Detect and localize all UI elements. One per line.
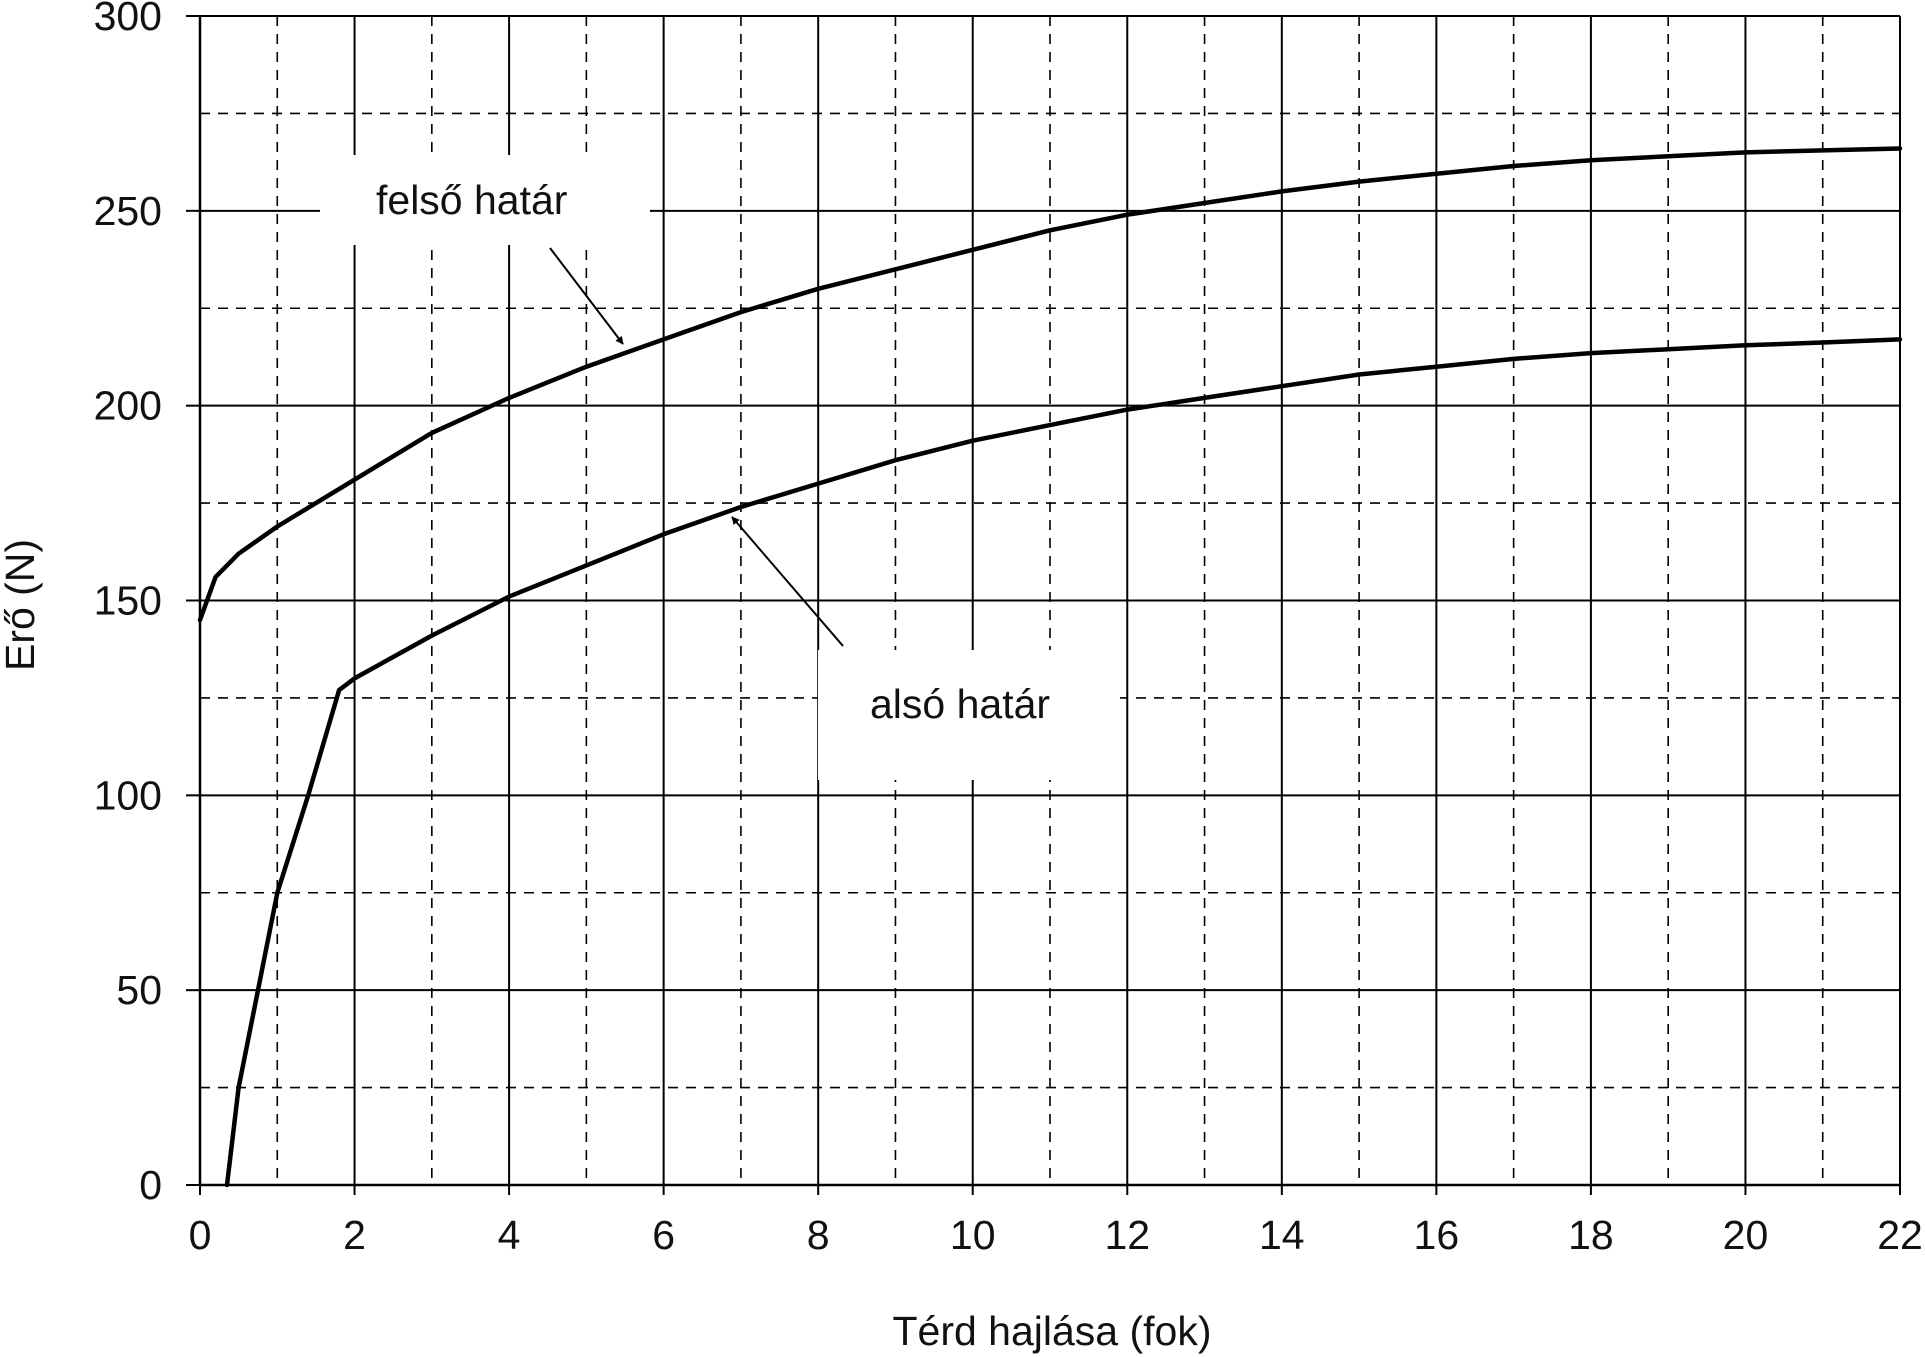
x-tick-label: 22 <box>1877 1212 1923 1258</box>
tick-marks <box>186 15 1901 1195</box>
x-tick-label: 0 <box>189 1212 212 1258</box>
data-series <box>197 146 1903 1188</box>
upper-label-box <box>320 155 650 245</box>
lower-annotation-arrow <box>731 516 844 647</box>
x-axis-label: Térd hajlása (fok) <box>892 1308 1211 1354</box>
y-tick-label: 0 <box>139 1162 162 1208</box>
y-tick-label: 250 <box>94 188 162 234</box>
y-tick-label: 50 <box>116 967 162 1013</box>
x-tick-label: 10 <box>950 1212 996 1258</box>
upper-limit-curve <box>197 146 1903 623</box>
x-tick-label: 12 <box>1104 1212 1150 1258</box>
y-tick-label: 100 <box>94 772 162 818</box>
lower-label-box <box>818 650 1120 780</box>
lower-limit-curve <box>224 337 1903 1188</box>
x-tick-label: 18 <box>1568 1212 1614 1258</box>
upper-annotation-arrow <box>549 247 624 345</box>
x-tick-label: 6 <box>652 1212 675 1258</box>
x-tick-label: 2 <box>343 1212 366 1258</box>
annotations: felső határ alsó határ <box>376 177 1050 727</box>
y-tick-label: 150 <box>94 578 162 624</box>
x-tick-label: 20 <box>1723 1212 1769 1258</box>
y-tick-label: 300 <box>94 0 162 39</box>
y-axis-label: Erő (N) <box>0 539 43 671</box>
tick-labels: 0 2 4 6 8 10 12 14 16 18 20 22 0 50 100 150 200 250 300 <box>94 0 1923 1258</box>
x-tick-label: 16 <box>1414 1212 1460 1258</box>
x-tick-label: 8 <box>807 1212 830 1258</box>
y-tick-label: 200 <box>94 383 162 429</box>
lower-series-label: alsó határ <box>870 681 1050 727</box>
upper-series-label: felső határ <box>376 177 567 223</box>
annotation-boxes <box>320 155 1120 780</box>
x-tick-label: 4 <box>498 1212 521 1258</box>
x-tick-label: 14 <box>1259 1212 1305 1258</box>
